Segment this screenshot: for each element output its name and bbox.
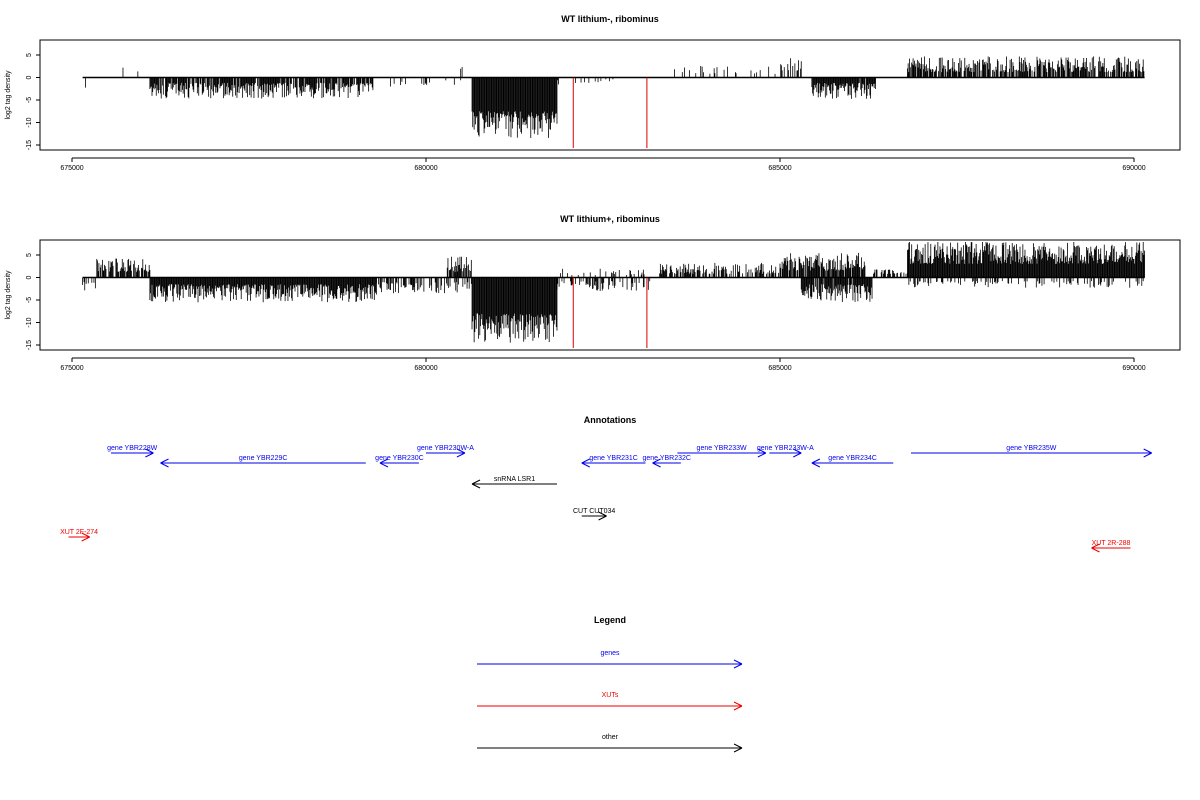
axes-group: 5 0 -5 -10 -15 675000 680000 685000 690000 bbox=[26, 253, 1146, 372]
annotation-label: gene YBR234C bbox=[828, 455, 877, 462]
annotation-label: XUT 2R-288 bbox=[1092, 540, 1131, 547]
y-tick-label: -5 bbox=[26, 297, 33, 303]
bars-group bbox=[82, 242, 1146, 348]
x-tick-label: 675000 bbox=[60, 365, 83, 372]
annotation-arrow bbox=[652, 458, 681, 468]
annotation-items: gene YBR228W gene YBR229C gene YBR230C gene… bbox=[60, 445, 1152, 553]
legend-arrow bbox=[477, 659, 743, 669]
annotation-arrow bbox=[471, 479, 557, 489]
annotation-label: XUT 2F-274 bbox=[60, 529, 98, 536]
x-tick-label: 685000 bbox=[768, 165, 791, 172]
legend-title: Legend bbox=[594, 615, 626, 625]
annotation-arrow bbox=[910, 448, 1152, 458]
annotation-arrow bbox=[581, 458, 646, 468]
annotation-label: gene YBR235W bbox=[1006, 445, 1056, 452]
track-title: WT lithium-, ribominus bbox=[561, 14, 659, 24]
plot-frame bbox=[39, 239, 1181, 351]
legend-label: XUTs bbox=[602, 692, 619, 699]
annotation-label: gene YBR233W-A bbox=[757, 445, 814, 452]
y-tick-label: 5 bbox=[26, 253, 33, 257]
annotation-label: gene YBR232C bbox=[642, 455, 691, 462]
annotation-arrow bbox=[379, 458, 419, 468]
annotation-label: gene YBR229C bbox=[239, 455, 288, 462]
legend-panel: Legend genes XUTs other bbox=[477, 615, 743, 753]
y-tick-label: -15 bbox=[26, 140, 33, 150]
annotation-arrow bbox=[110, 448, 154, 458]
annotation-arrow bbox=[426, 448, 466, 458]
x-tick-label: 680000 bbox=[414, 365, 437, 372]
y-axis-label: log2 tag density bbox=[5, 270, 12, 320]
annotation-label: gene YBR228W bbox=[107, 445, 157, 452]
annotation-arrow bbox=[811, 458, 894, 468]
y-axis-label: log2 tag density bbox=[5, 70, 12, 120]
y-tick-label: 0 bbox=[26, 75, 33, 79]
x-tick-label: 690000 bbox=[1122, 165, 1145, 172]
legend-label: other bbox=[602, 734, 619, 741]
x-tick-label: 680000 bbox=[414, 165, 437, 172]
y-tick-label: -5 bbox=[26, 97, 33, 103]
annotation-arrow bbox=[160, 458, 366, 468]
annotation-arrow bbox=[1091, 543, 1131, 553]
axes-group: 5 0 -5 -10 -15 675000 680000 685000 690000 bbox=[26, 53, 1146, 172]
annotation-arrow bbox=[581, 511, 607, 521]
x-tick-label: 685000 bbox=[768, 365, 791, 372]
annotation-arrow bbox=[769, 448, 802, 458]
track-panel-lithium-minus: WT lithium-, ribominus log2 tag density … bbox=[5, 14, 1181, 172]
bars-group bbox=[82, 56, 1145, 148]
annotation-label: gene YBR230W-A bbox=[417, 445, 474, 452]
y-tick-label: 0 bbox=[26, 275, 33, 279]
annotation-label: gene YBR233W bbox=[697, 445, 747, 452]
x-tick-label: 675000 bbox=[60, 165, 83, 172]
track-title: WT lithium+, ribominus bbox=[560, 214, 660, 224]
y-tick-label: 5 bbox=[26, 53, 33, 57]
plot-frame bbox=[39, 39, 1181, 151]
track-panel-lithium-plus: WT lithium+, ribominus log2 tag density … bbox=[5, 214, 1181, 372]
annotation-arrow bbox=[68, 532, 90, 542]
legend-label: genes bbox=[600, 650, 620, 657]
legend-arrow bbox=[477, 701, 743, 711]
annotation-arrow bbox=[677, 448, 767, 458]
annotation-label: CUT CUT034 bbox=[573, 508, 615, 515]
annotation-label: gene YBR231C bbox=[589, 455, 638, 462]
annotations-title: Annotations bbox=[584, 415, 637, 425]
legend-arrow bbox=[477, 743, 743, 753]
legend-items: genes XUTs other bbox=[477, 650, 743, 753]
x-tick-label: 690000 bbox=[1122, 365, 1145, 372]
y-tick-label: -15 bbox=[26, 340, 33, 350]
annotation-label: gene YBR230C bbox=[375, 455, 424, 462]
y-tick-label: -10 bbox=[26, 117, 33, 127]
annotation-label: snRNA LSR1 bbox=[494, 476, 535, 483]
y-tick-label: -10 bbox=[26, 317, 33, 327]
